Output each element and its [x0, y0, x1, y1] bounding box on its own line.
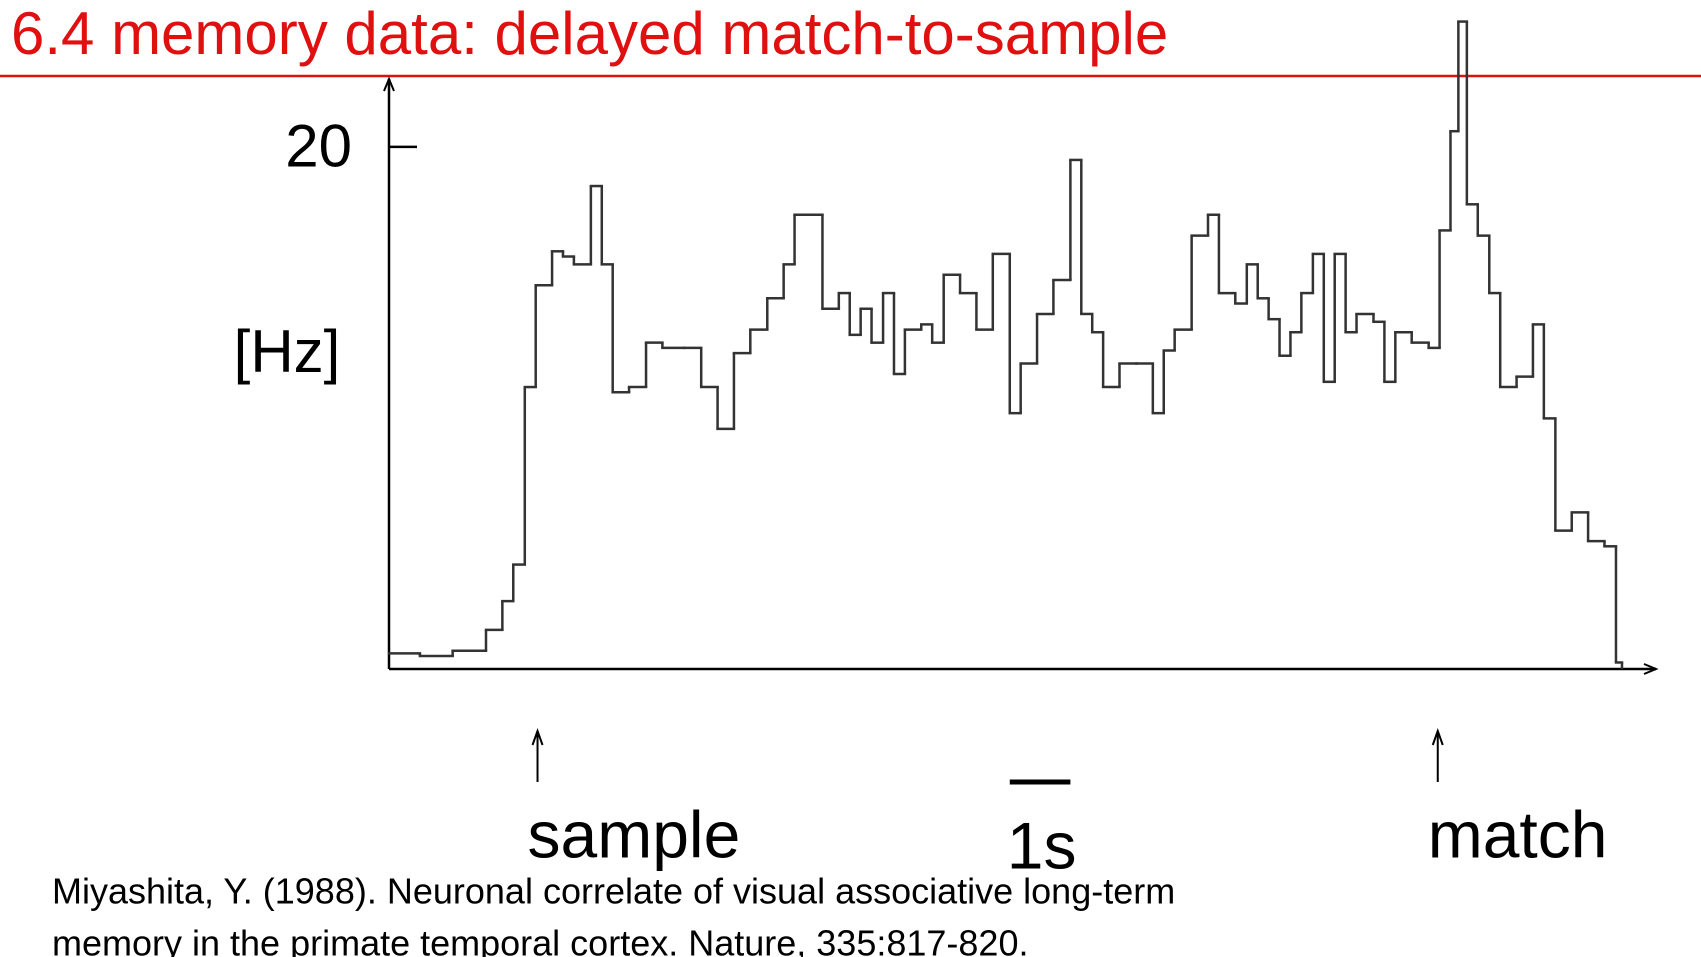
y-axis-label: [Hz] [234, 318, 341, 385]
step-riser [418, 21, 1624, 669]
y-tick-label: 20 [285, 113, 352, 180]
event-arrow-head [531, 728, 544, 746]
event-label: match [1428, 797, 1608, 871]
slide-title: 6.4 memory data: delayed match-to-sample [11, 0, 1168, 67]
event-label: sample [528, 797, 741, 871]
scale-bar-label: 1s [1007, 808, 1077, 882]
y-axis-arrow [383, 76, 395, 92]
x-axis-arrow [1643, 663, 1659, 675]
citation-line: Miyashita, Y. (1988). Neuronal correlate… [52, 871, 1175, 912]
citation-line: memory in the primate temporal cortex. N… [52, 923, 1028, 957]
event-arrow-head [1431, 728, 1444, 746]
